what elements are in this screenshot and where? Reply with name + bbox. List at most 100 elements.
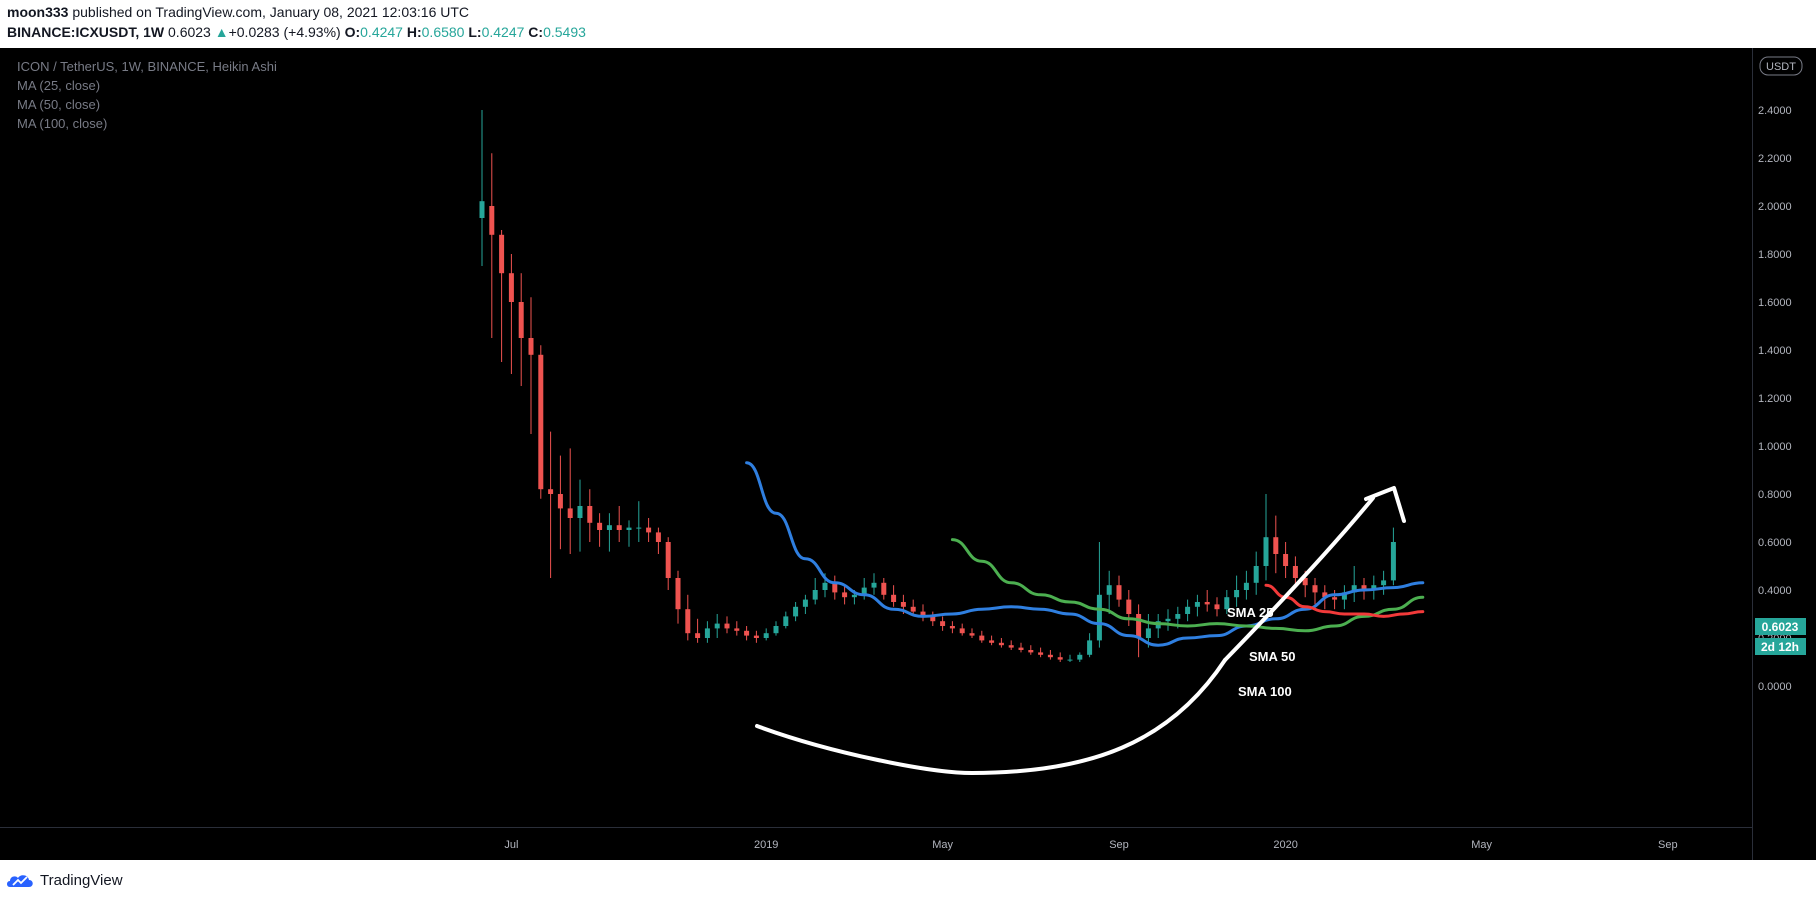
candle-body (685, 609, 691, 634)
candle-body (1390, 542, 1396, 581)
candle-body (1175, 614, 1181, 619)
candle-body (538, 354, 544, 490)
candle-body (1341, 592, 1347, 600)
candle-body (1028, 650, 1034, 653)
arrow-head-icon (1364, 486, 1406, 523)
price-tick-label: 2.2000 (1758, 153, 1792, 165)
candle-body (940, 621, 946, 626)
candle-body (763, 633, 769, 638)
last-price-badge (1755, 618, 1806, 635)
breakout-arrow-curve (1223, 496, 1375, 662)
candle-body (802, 599, 808, 607)
last-price: 0.6023 (168, 24, 211, 40)
candle-body (1116, 585, 1122, 600)
change-arrow-icon: ▲ (214, 24, 229, 40)
candle-body (1292, 566, 1298, 578)
countdown-badge-label: 2d 12h (1761, 640, 1799, 654)
candle-body (606, 525, 612, 530)
candle-body (1185, 606, 1191, 614)
legend-title: ICON / TetherUS, 1W, BINANCE, Heikin Ash… (17, 59, 277, 74)
open-label: O: (344, 24, 361, 40)
candle-body (881, 582, 887, 595)
currency-label: USDT (1766, 61, 1796, 73)
candle-body (1057, 657, 1063, 660)
candle-body (1371, 585, 1377, 590)
candle-body (499, 234, 505, 274)
currency-badge[interactable]: USDT (1759, 56, 1803, 76)
candle-body (910, 606, 916, 612)
high-value: 0.6580 (421, 24, 465, 40)
candle-body (891, 594, 897, 602)
candle-body (626, 527, 632, 530)
footer: TradingView (6, 868, 123, 892)
candle-body (1096, 594, 1102, 641)
candle-body (587, 506, 593, 523)
candle-body (1312, 585, 1318, 593)
candle-body (822, 582, 828, 590)
candle-body (842, 592, 848, 598)
candle-body (1243, 582, 1249, 590)
candle-body (597, 522, 603, 530)
candle-body (557, 494, 563, 509)
low-label: L: (468, 24, 482, 40)
candle-body (655, 532, 661, 542)
candle-body (704, 628, 710, 638)
candle-body (1204, 602, 1210, 605)
published-text: published on TradingView.com, January 08… (68, 4, 470, 20)
tradingview-cloud-icon (7, 875, 33, 887)
candle-body (1332, 597, 1338, 600)
ma25-line (745, 461, 1425, 647)
publish-header: moon333 published on TradingView.com, Ja… (7, 4, 469, 20)
time-axis[interactable]: Jul2019MaySep2020MaySep2021MaySep2022May… (504, 839, 1816, 851)
candle-body (518, 302, 524, 338)
candle-body (1087, 640, 1093, 655)
candle-body (861, 587, 867, 595)
time-tick-label: 2019 (754, 839, 778, 851)
candle-body (1165, 618, 1171, 622)
candle-body (1136, 614, 1142, 638)
sma50-annotation: SMA 50 (1249, 649, 1295, 664)
legend-ma25[interactable]: MA (25, close) (17, 78, 100, 93)
candles (479, 110, 1396, 662)
candle-body (1302, 578, 1308, 586)
price-tick-label: 0.6000 (1758, 537, 1792, 549)
price-tick-label: 1.6000 (1758, 297, 1792, 309)
legend-ma50[interactable]: MA (50, close) (17, 97, 100, 112)
price-change: +0.0283 (+4.93%) (228, 24, 341, 40)
price-tick-label: 0.8000 (1758, 489, 1792, 501)
candle-body (636, 527, 642, 529)
candle-body (577, 506, 583, 518)
candle-body (1273, 537, 1279, 554)
price-badges: 0.6023 2d 12h (1755, 618, 1806, 655)
candle-body (1126, 599, 1132, 614)
price-chart[interactable]: ICON / TetherUS, 1W, BINANCE, Heikin Ash… (0, 48, 1816, 860)
drawings: SMA 25 SMA 50 SMA 100 (755, 486, 1406, 776)
quote-line: BINANCE:ICXUSDT, 1W 0.6023 ▲+0.0283 (+4.… (7, 24, 586, 40)
countdown-badge (1755, 638, 1806, 655)
low-value: 0.4247 (481, 24, 525, 40)
currency-badge-frame (1759, 56, 1803, 76)
candle-body (1194, 602, 1200, 607)
price-tick-label: 0.4000 (1758, 585, 1792, 597)
candle-body (479, 201, 485, 218)
rounded-bottom-curve (755, 658, 1227, 776)
candle-body (1067, 659, 1073, 661)
candle-body (646, 527, 652, 533)
candle-body (959, 628, 965, 634)
candle-body (1361, 585, 1367, 590)
candle-body (744, 630, 750, 636)
candle-body (675, 578, 681, 610)
time-tick-label: Sep (1658, 839, 1678, 851)
price-tick-label: 0.0000 (1758, 681, 1792, 693)
candle-body (1253, 566, 1259, 583)
candle-body (1263, 537, 1269, 566)
candle-body (567, 508, 573, 518)
author-name[interactable]: moon333 (7, 4, 69, 20)
candle-body (548, 489, 554, 494)
candle-body (1106, 585, 1112, 595)
candle-body (1008, 645, 1014, 648)
legend-ma100[interactable]: MA (100, close) (17, 116, 107, 131)
tradingview-brand[interactable]: TradingView (40, 871, 123, 889)
price-axis[interactable]: 2.4000 2.2000 2.0000 1.8000 1.6000 1.4000 1.20… (1758, 105, 1792, 693)
moving-averages (745, 461, 1425, 647)
